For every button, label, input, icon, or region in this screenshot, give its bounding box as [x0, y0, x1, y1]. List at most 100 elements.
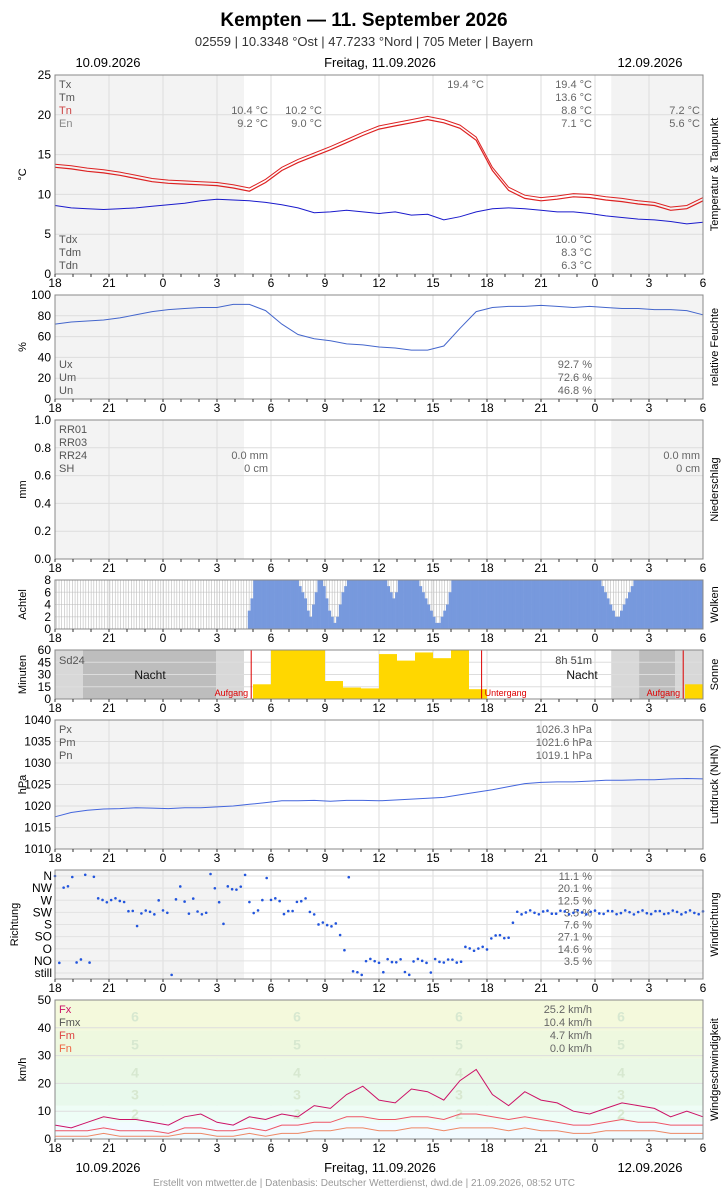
- cloud-bar: [258, 580, 262, 629]
- cloud-bar: [253, 580, 257, 629]
- cloud-bar: [413, 580, 417, 629]
- cloud-bar: [293, 580, 297, 629]
- cloud-bar: [539, 580, 543, 629]
- y-axis-label: mm: [17, 480, 29, 498]
- legend-value: 8.3 °C: [561, 247, 592, 259]
- x-tick-label: 9: [322, 851, 329, 865]
- legend-key: Um: [59, 372, 76, 384]
- cloud-bar: [625, 598, 629, 629]
- y-tick-label: 1015: [24, 821, 51, 835]
- legend-value: 0 cm: [244, 463, 268, 475]
- date-left: 10.09.2026: [75, 55, 140, 70]
- y-tick-label: 15: [38, 148, 52, 162]
- direction-point: [243, 873, 247, 877]
- beaufort-label: 3: [293, 1087, 301, 1103]
- cloud-bar: [547, 580, 551, 629]
- legend-value: 9.2 °C: [237, 118, 268, 130]
- x-tick-label: 12: [372, 631, 386, 645]
- sun-bar: [433, 658, 451, 699]
- direction-point: [688, 909, 692, 912]
- direction-point: [425, 961, 428, 965]
- sun-bar: [451, 650, 469, 699]
- cloud-bar: [403, 580, 407, 629]
- legend-key: Fx: [59, 1004, 72, 1016]
- direction-point: [641, 909, 644, 912]
- direction-label: NO: [34, 954, 52, 968]
- cloud-bar: [587, 580, 591, 629]
- x-tick-label: 0: [160, 1141, 167, 1155]
- direction-point: [140, 912, 143, 915]
- x-tick-label: 21: [534, 701, 548, 715]
- cloud-bar: [357, 580, 361, 629]
- direction-point: [334, 922, 338, 925]
- cloud-bar: [453, 580, 457, 629]
- cloud-bar: [462, 580, 465, 629]
- wind_direction-panel: N 11.1 % NW 20.1 % W 12.5 % SW 3.5 % S 7.6 % SO 27.…: [9, 869, 721, 995]
- cloud-bar: [440, 616, 444, 629]
- cloud-bar: [601, 586, 605, 629]
- series-fm: [55, 1113, 703, 1134]
- direction-label: N: [43, 869, 52, 883]
- legend-key: Fmx: [59, 1017, 81, 1029]
- direction-point: [494, 934, 497, 937]
- direction-point: [338, 933, 342, 937]
- direction-point: [684, 911, 688, 914]
- legend-key: Tdm: [59, 247, 81, 259]
- x-tick-label: 12: [372, 701, 386, 715]
- cloud-bar: [657, 580, 661, 629]
- cloud-bar: [330, 616, 334, 629]
- night-label: Nacht: [566, 668, 598, 682]
- direction-point: [166, 911, 169, 915]
- cloud-bar: [555, 580, 559, 629]
- beaufort-label: 4: [131, 1064, 139, 1080]
- direction-point: [373, 959, 376, 963]
- y-tick-label: 10: [38, 1104, 52, 1118]
- cloud-bar: [349, 580, 353, 629]
- cloud-bar: [606, 598, 610, 629]
- sun-bar: [271, 650, 289, 699]
- sun-bar: [289, 650, 307, 699]
- cloud-bar: [644, 580, 648, 629]
- cloud-bar: [636, 580, 640, 629]
- x-tick-label: 9: [322, 1141, 329, 1155]
- direction-point: [226, 885, 230, 888]
- x-tick-label: 6: [700, 276, 707, 290]
- x-tick-label: 3: [214, 851, 221, 865]
- direction-point: [606, 909, 610, 913]
- legend-value: 1026.3 hPa: [536, 724, 593, 736]
- direction-point: [131, 909, 135, 913]
- x-tick-label: 21: [102, 276, 116, 290]
- y-tick-label: 5: [44, 227, 51, 241]
- cloud-bar: [362, 580, 366, 629]
- beaufort-label: 5: [455, 1036, 463, 1052]
- beaufort-band: [55, 1030, 703, 1059]
- direction-point: [524, 911, 528, 914]
- beaufort-label: 6: [293, 1009, 301, 1025]
- y-axis-label: Minuten: [17, 655, 29, 694]
- cloud-bar: [692, 580, 696, 629]
- y-tick-label: 1010: [24, 842, 51, 856]
- sun-bar: [685, 684, 703, 699]
- legend-value: 10.4 km/h: [544, 1017, 592, 1029]
- sun-bar: [415, 652, 433, 699]
- x-tick-label: 0: [160, 701, 167, 715]
- direction-point: [667, 912, 670, 915]
- legend-key: RR01: [59, 424, 87, 436]
- direction-point: [157, 899, 160, 902]
- direction-point: [546, 909, 549, 913]
- cloud-bar: [523, 580, 527, 629]
- sun-bar: [325, 681, 343, 699]
- direction-point: [382, 970, 385, 974]
- night-band: [55, 420, 244, 559]
- beaufort-label: 4: [293, 1064, 301, 1080]
- direction-label: still: [35, 966, 52, 980]
- legend-key: Px: [59, 724, 72, 736]
- x-tick-label: 0: [592, 981, 599, 995]
- y-axis-label: Achtel: [17, 589, 29, 620]
- legend-key: Pm: [59, 737, 76, 749]
- cloud-bar: [370, 580, 374, 629]
- direction-point: [619, 911, 623, 915]
- direction-point: [286, 909, 290, 913]
- direction-point: [70, 875, 74, 879]
